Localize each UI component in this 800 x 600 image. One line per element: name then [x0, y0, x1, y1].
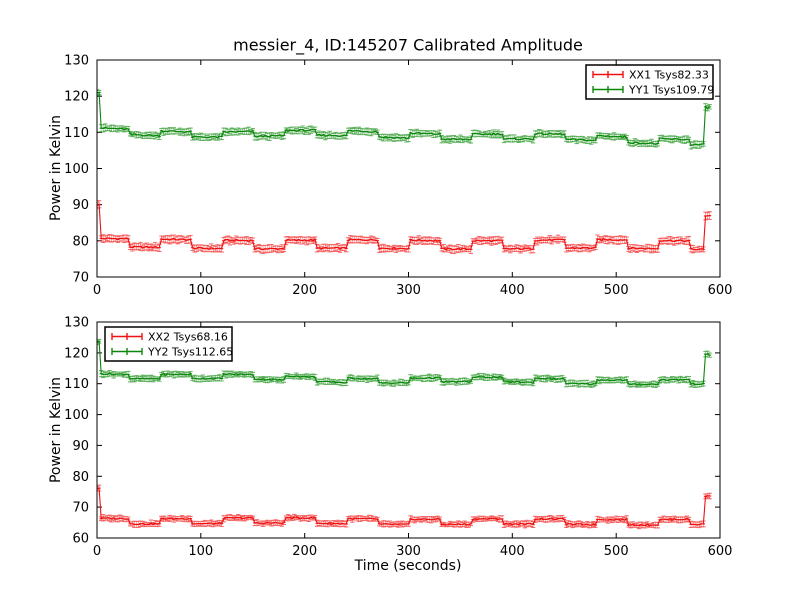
x-tick-label: 300 — [396, 283, 421, 298]
y-tick-label: 80 — [72, 234, 89, 249]
x-tick-label: 0 — [93, 544, 101, 559]
y-tick-label: 120 — [64, 346, 89, 361]
y-tick-label: 70 — [72, 271, 89, 286]
y-tick-label: 110 — [64, 126, 89, 141]
x-tick-label: 600 — [708, 544, 733, 559]
x-tick-label: 0 — [93, 283, 101, 298]
x-tick-label: 400 — [500, 544, 525, 559]
y-tick-label: 60 — [72, 532, 89, 547]
x-tick-label: 400 — [500, 283, 525, 298]
legend-handle-YY1 — [592, 86, 624, 93]
x-tick-label: 200 — [292, 544, 317, 559]
series-XX1 — [97, 200, 712, 254]
plot-title: messier_4, ID:145207 Calibrated Amplitud… — [233, 35, 583, 55]
legend-handle-YY2 — [111, 348, 143, 355]
x-tick-label: 100 — [188, 544, 213, 559]
legend-entry-label: YY2 Tsys112.65 — [147, 346, 233, 359]
legend-entry-label: XX1 Tsys82.33 — [629, 69, 709, 82]
y-tick-label: 110 — [64, 377, 89, 392]
x-tick-label: 600 — [708, 283, 733, 298]
series-XX2 — [97, 484, 712, 530]
legend-bottom: XX2 Tsys68.16 YY2 Tsys112.65 — [104, 326, 233, 362]
x-tick-label: 100 — [188, 283, 213, 298]
y-tick-label: 90 — [72, 198, 89, 213]
y-tick-label: 70 — [72, 501, 89, 516]
bottom-plot-axes: 0 100 200 300 400 500 600 60 70 80 90 100 110 120 130 X… — [64, 316, 732, 560]
y-tick-label: 130 — [64, 54, 89, 69]
y-tick-label: 100 — [64, 162, 89, 177]
legend-handle-XX1 — [592, 71, 624, 78]
top-plot-axes: 0 100 200 300 400 500 600 70 80 90 100 110 120 130 XX1… — [64, 54, 732, 299]
x-tick-label: 200 — [292, 283, 317, 298]
y-axis-label-top: Power in Kelvin — [48, 114, 64, 222]
legend-top: XX1 Tsys82.33 YY1 Tsys109.79 — [585, 64, 714, 100]
legend-handle-XX2 — [111, 333, 143, 340]
y-tick-label: 120 — [64, 90, 89, 105]
x-tick-label: 500 — [604, 283, 629, 298]
series-YY1 — [97, 89, 712, 150]
y-tick-label: 90 — [72, 439, 89, 454]
series-YY2 — [97, 338, 712, 388]
x-tick-label: 300 — [396, 544, 421, 559]
y-tick-label: 130 — [64, 316, 89, 331]
y-tick-label: 100 — [64, 408, 89, 423]
legend-entry-label: YY1 Tsys109.79 — [628, 84, 714, 97]
x-axis-label: Time (seconds) — [354, 558, 462, 574]
y-tick-label: 80 — [72, 470, 89, 485]
x-tick-label: 500 — [604, 544, 629, 559]
y-axis-label-bottom: Power in Kelvin — [48, 376, 64, 484]
axes-frame — [96, 59, 721, 278]
legend-entry-label: XX2 Tsys68.16 — [148, 331, 228, 344]
axes-frame — [96, 321, 721, 539]
